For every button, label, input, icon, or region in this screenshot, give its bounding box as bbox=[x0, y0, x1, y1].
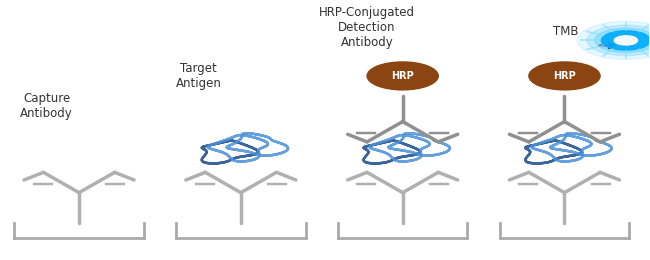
Text: HRP: HRP bbox=[391, 71, 414, 81]
Circle shape bbox=[577, 21, 650, 60]
Circle shape bbox=[587, 25, 650, 56]
Circle shape bbox=[367, 62, 438, 90]
Circle shape bbox=[601, 31, 650, 50]
Text: TMB: TMB bbox=[553, 25, 578, 38]
Text: Target
Antigen: Target Antigen bbox=[176, 62, 222, 90]
Circle shape bbox=[614, 36, 638, 45]
Text: HRP: HRP bbox=[553, 71, 576, 81]
Text: HRP-Conjugated
Detection
Antibody: HRP-Conjugated Detection Antibody bbox=[319, 6, 415, 49]
Text: Capture
Antibody: Capture Antibody bbox=[20, 92, 73, 120]
Circle shape bbox=[595, 28, 650, 53]
Circle shape bbox=[529, 62, 600, 90]
